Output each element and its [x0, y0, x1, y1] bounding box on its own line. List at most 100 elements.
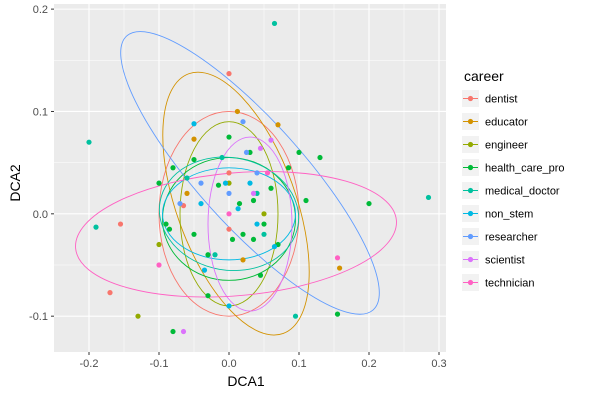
- ellipse-medical_doctor: [158, 156, 300, 272]
- point-medical_doctor: [425, 194, 432, 201]
- point-health_care_pro: [285, 165, 292, 171]
- point-health_care_pro: [317, 154, 323, 161]
- point-non_stem: [247, 180, 253, 186]
- point-technician: [226, 211, 232, 217]
- legend-label-medical_doctor: medical_doctor: [485, 186, 560, 198]
- point-health_care_pro: [236, 200, 243, 207]
- point-technician: [156, 262, 162, 268]
- y-tick-label: -0.1: [29, 311, 48, 323]
- x-tick-label: 0.3: [431, 358, 446, 370]
- point-educator: [191, 136, 197, 142]
- data-points: [86, 20, 432, 335]
- point-researcher: [198, 180, 204, 186]
- point-medical_doctor: [86, 139, 92, 145]
- ellipse-scientist: [207, 136, 293, 312]
- point-researcher: [240, 119, 246, 125]
- legend-key-point: [467, 164, 474, 171]
- point-health_care_pro: [257, 272, 264, 278]
- legend-key-point: [467, 210, 474, 217]
- point-health_care_pro: [226, 134, 232, 140]
- point-health_care_pro: [191, 231, 197, 237]
- point-medical_doctor: [261, 231, 267, 237]
- point-engineer: [261, 211, 267, 217]
- point-health_care_pro: [261, 221, 267, 227]
- ellipse-non_stem: [162, 167, 296, 261]
- point-scientist: [268, 137, 274, 143]
- y-tick-label: 0.1: [33, 106, 48, 118]
- point-health_care_pro: [250, 197, 257, 204]
- legend-label-engineer: engineer: [485, 140, 528, 152]
- point-educator: [184, 190, 190, 196]
- x-tick-label: 0.1: [291, 358, 306, 370]
- legend-label-non_stem: non_stem: [485, 209, 533, 221]
- panel-background: [54, 4, 446, 352]
- point-health_care_pro: [229, 236, 236, 243]
- point-health_care_pro: [170, 165, 176, 171]
- point-medical_doctor: [212, 252, 218, 258]
- point-health_care_pro: [205, 252, 211, 258]
- point-health_care_pro: [303, 197, 309, 204]
- plot-panel: [54, 4, 446, 352]
- point-medical_doctor: [184, 175, 190, 181]
- point-non_stem: [222, 180, 229, 186]
- point-dentist: [107, 290, 113, 296]
- legend-label-dentist: dentist: [485, 94, 517, 106]
- point-dentist: [117, 221, 124, 227]
- point-non_stem: [254, 221, 260, 227]
- point-engineer: [135, 313, 141, 319]
- point-dentist: [226, 71, 232, 77]
- legend-key-point: [467, 233, 474, 240]
- axes: -0.2 -0.1 0.0 0.1 0.2 0.3 -0.1 0.0 0.1 0.2: [29, 4, 447, 370]
- point-engineer: [156, 241, 162, 248]
- point-technician: [264, 170, 271, 176]
- point-health_care_pro: [240, 231, 246, 237]
- legend-key-point: [467, 95, 474, 102]
- legend-label-researcher: researcher: [485, 232, 538, 244]
- point-non_stem: [191, 121, 197, 127]
- point-technician: [334, 255, 341, 261]
- point-health_care_pro: [166, 226, 173, 232]
- point-non_stem: [235, 206, 241, 212]
- point-researcher: [243, 149, 250, 156]
- point-health_care_pro: [205, 293, 211, 299]
- legend-key-point: [467, 118, 474, 125]
- point-health_care_pro: [296, 149, 302, 156]
- point-health_care_pro: [156, 180, 162, 186]
- point-health_care_pro: [215, 182, 222, 188]
- x-tick-label: 0.2: [361, 358, 376, 370]
- point-health_care_pro: [268, 185, 274, 191]
- point-scientist: [250, 190, 257, 196]
- point-medical_doctor: [93, 224, 99, 230]
- point-health_care_pro: [250, 236, 257, 243]
- y-axis-title: DCA2: [7, 164, 23, 202]
- legend-key-point: [467, 279, 474, 286]
- point-educator: [337, 265, 343, 271]
- point-non_stem: [271, 243, 278, 250]
- point-researcher: [254, 170, 260, 176]
- point-medical_doctor: [219, 154, 225, 161]
- x-tick-label: 0.0: [221, 358, 236, 370]
- point-educator: [234, 108, 240, 115]
- legend-key-point: [467, 256, 474, 263]
- legend-label-health_care_pro: health_care_pro: [485, 163, 565, 175]
- point-dentist: [226, 226, 232, 232]
- point-non_stem: [226, 303, 232, 309]
- point-medical_doctor: [271, 20, 278, 27]
- point-educator: [275, 122, 281, 128]
- legend-key-point: [467, 187, 474, 194]
- grid-lines: [54, 4, 446, 352]
- point-medical_doctor: [292, 313, 299, 319]
- point-scientist: [257, 145, 264, 151]
- legend-label-scientist: scientist: [485, 255, 525, 267]
- point-health_care_pro: [170, 328, 176, 335]
- point-researcher: [177, 200, 183, 207]
- point-health_care_pro: [191, 156, 197, 163]
- point-researcher: [226, 190, 232, 196]
- y-tick-label: 0.2: [33, 4, 48, 16]
- point-non_stem: [198, 200, 204, 207]
- legend-label-technician: technician: [485, 278, 535, 290]
- legend: career dentist educator engineer health_car…: [462, 68, 565, 291]
- legend-key-point: [467, 141, 474, 148]
